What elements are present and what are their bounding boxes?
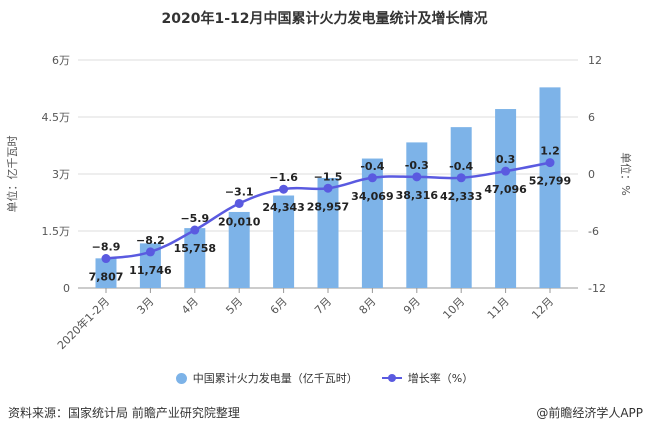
line-data-label: 0.3: [496, 153, 516, 166]
bar-data-label: 38,316: [396, 189, 439, 202]
bar: [95, 258, 117, 288]
y-right-tick: -12: [588, 282, 606, 295]
bar-data-label: 34,069: [351, 190, 393, 203]
bar: [539, 87, 561, 288]
x-tick-label: 6月: [268, 295, 290, 317]
line-data-label: −8.9: [92, 241, 121, 254]
line-point: [412, 172, 422, 182]
bar: [184, 228, 206, 288]
y-left-tick: 1.5万: [42, 225, 71, 238]
y-right-tick: -6: [588, 225, 599, 238]
y-left-tick: 3万: [52, 168, 70, 181]
line-data-label: −3.1: [225, 185, 254, 198]
line-data-label: -0.4: [360, 160, 384, 173]
legend-line-swatch: [381, 373, 402, 383]
legend-line-label: 增长率（%）: [407, 372, 474, 385]
x-tick-label: 3月: [135, 295, 157, 317]
y-right-tick: 12: [588, 54, 602, 67]
y-left-tick: 4.5万: [42, 111, 71, 124]
bar: [406, 142, 428, 288]
source-note: 资料来源：国家统计局 前瞻产业研究院整理: [8, 406, 240, 420]
line-data-label: 1.2: [540, 145, 560, 158]
x-tick-label: 4月: [179, 295, 201, 317]
bar-data-label: 42,333: [440, 190, 482, 203]
legend-item-bar[interactable]: 中国累计火力发电量（亿千瓦时）: [175, 370, 358, 386]
bar: [450, 127, 472, 288]
bar: [361, 158, 383, 288]
x-tick-label: 7月: [312, 295, 334, 317]
line-data-label: −1.6: [269, 171, 298, 184]
line-point: [501, 166, 511, 176]
bar-data-label: 20,010: [218, 215, 261, 228]
legend-bar-label: 中国累计火力发电量（亿千瓦时）: [192, 372, 358, 385]
legend-item-line[interactable]: 增长率（%）: [381, 370, 474, 386]
line-data-label: −1.5: [314, 170, 343, 183]
bar-data-label: 15,758: [174, 242, 216, 255]
y-left-tick: 0: [63, 282, 70, 295]
bar-data-label: 24,343: [262, 201, 304, 214]
line-point: [234, 198, 244, 208]
bar-data-label: 52,799: [529, 175, 571, 188]
line-data-label: −5.9: [180, 212, 209, 225]
x-tick-label: 2020年1-2月: [54, 294, 112, 352]
bar-data-label: 7,807: [89, 271, 124, 284]
y-right-label: 单位：%: [619, 152, 633, 195]
bar: [495, 109, 517, 288]
credit: @前瞻经济学人APP: [536, 406, 643, 420]
line-point: [367, 173, 377, 183]
line-point: [456, 173, 466, 183]
line-data-label: -0.3: [405, 159, 429, 172]
bar-data-label: 11,746: [129, 264, 172, 277]
line-data-label: −8.2: [136, 234, 165, 247]
x-tick-label: 9月: [401, 295, 423, 317]
x-tick-label: 11月: [485, 295, 512, 322]
y-left-label: 单位：亿千瓦时: [5, 136, 19, 213]
x-tick-label: 10月: [440, 295, 467, 322]
x-tick-label: 12月: [529, 295, 556, 322]
bar-data-label: 47,096: [484, 183, 527, 196]
bar: [273, 195, 295, 288]
bar: [228, 211, 250, 288]
bar: [317, 177, 339, 288]
line-point: [101, 254, 111, 264]
legend: 中国累计火力发电量（亿千瓦时） 增长率（%）: [0, 370, 649, 386]
line-point: [279, 184, 289, 194]
line-point: [323, 183, 333, 193]
line-data-label: -0.4: [449, 160, 473, 173]
x-tick-label: 5月: [223, 295, 245, 317]
line-point: [545, 158, 555, 168]
legend-bar-swatch: [175, 372, 187, 384]
line-point: [145, 247, 155, 257]
y-left-tick: 6万: [52, 54, 70, 67]
y-right-tick: 6: [588, 111, 595, 124]
line-point: [190, 225, 200, 235]
chart-title: 2020年1-12月中国累计火力发电量统计及增长情况: [161, 11, 488, 27]
bar-data-label: 28,957: [307, 200, 349, 213]
y-right-tick: 0: [588, 168, 595, 181]
x-tick-label: 8月: [357, 295, 379, 317]
